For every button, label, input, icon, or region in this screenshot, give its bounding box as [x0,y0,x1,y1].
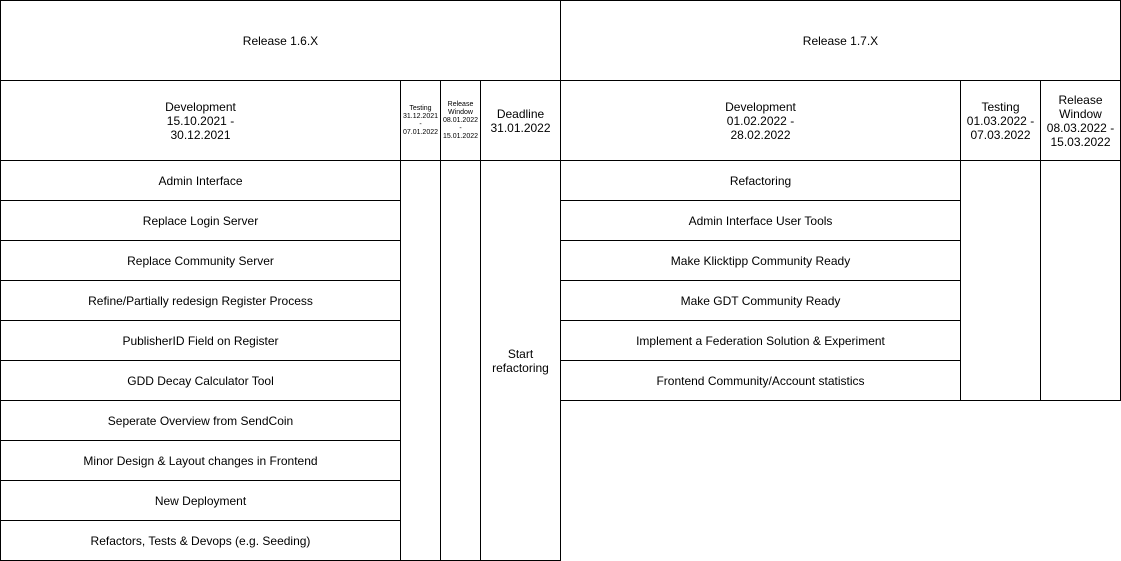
right-development-header: Development 01.02.2022 -28.02.2022 [560,80,961,161]
right-testing-column [960,160,1041,401]
task-item: Make Klicktipp Community Ready [560,240,961,281]
task-item: Refactoring [560,160,961,201]
phase-dates: 28.02.2022 [730,127,791,142]
task-item: Admin Interface [0,160,401,201]
task-item: Refactors, Tests & Devops (e.g. Seeding) [0,520,401,561]
phase-label: Testing [409,104,432,112]
left-development-header: Development 15.10.2021 -30.12.2021 [0,80,401,161]
release-title: Release 1.7.X [802,33,879,48]
task-item: Implement a Federation Solution & Experi… [560,320,961,361]
phase-dates: 01.02.2022 - [726,113,795,128]
right-release-window-column [1040,160,1121,401]
left-release-window-column [440,160,481,561]
phase-dates: 08.03.2022 - [1046,120,1115,135]
task-item: Refine/Partially redesign Register Proce… [0,280,401,321]
deadline-column: Start refactoring [480,160,561,561]
task-item: PublisherID Field on Register [0,320,401,361]
task-item: Replace Login Server [0,200,401,241]
task-item: Frontend Community/Account statistics [560,360,961,401]
release-1-6-header: Release 1.6.X [0,0,561,81]
phase-dates: 15.03.2022 [1050,134,1111,149]
phase-label: Release Window [1058,92,1103,121]
release-title: Release 1.6.X [242,33,319,48]
phase-dates: 07.03.2022 [970,127,1031,142]
task-item: Replace Community Server [0,240,401,281]
phase-label: Development [725,99,796,114]
phase-label: Testing [981,99,1020,114]
left-testing-column [400,160,441,561]
right-testing-header: Testing 01.03.2022 -07.03.2022 [960,80,1041,161]
phase-dates: 15.01.2022 [442,132,479,140]
task-item: New Deployment [0,480,401,521]
right-release-window-header: Release Window 08.03.2022 -15.03.2022 [1040,80,1121,161]
phase-dates: 07.01.2022 [402,128,439,136]
phase-dates: - [419,120,422,128]
phase-label: Release Window [447,100,474,116]
task-item: Seperate Overview from SendCoin [0,400,401,441]
release-1-7-header: Release 1.7.X [560,0,1121,81]
deadline-header: Deadline 31.01.2022 [480,80,561,161]
phase-dates: 31.01.2022 [490,120,551,135]
phase-dates: 01.03.2022 - [966,113,1035,128]
phase-label: Development [165,99,236,114]
phase-dates: 30.12.2021 [170,127,231,142]
task-item: GDD Decay Calculator Tool [0,360,401,401]
phase-dates: 08.01.2022 [442,116,479,124]
phase-dates: 31.12.2021 [402,112,439,120]
task-item: Make GDT Community Ready [560,280,961,321]
task-item: Admin Interface User Tools [560,200,961,241]
phase-dates: 15.10.2021 - [166,113,235,128]
phase-dates: - [459,124,462,132]
task-item: Minor Design & Layout changes in Fronten… [0,440,401,481]
left-release-window-header: Release Window 08.01.2022-15.01.2022 [440,80,481,161]
deadline-task: Start refactoring [492,346,549,375]
left-testing-header: Testing 31.12.2021-07.01.2022 [400,80,441,161]
phase-label: Deadline [496,106,545,121]
